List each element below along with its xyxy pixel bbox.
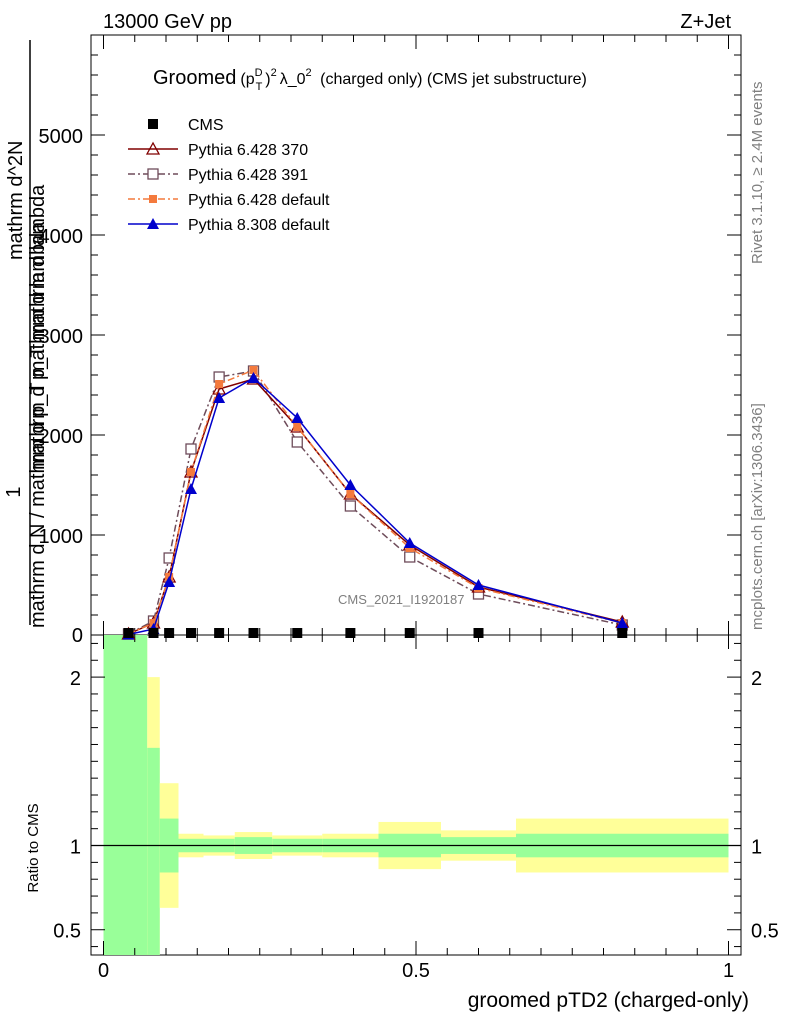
legend-marker-3 <box>149 195 157 203</box>
legend-label-0: CMS <box>188 117 224 134</box>
data-point-0-0 <box>123 628 134 638</box>
data-point-3-6 <box>293 423 302 431</box>
data-point-0-4 <box>214 628 225 638</box>
ratio-stat-band-0 <box>103 635 148 955</box>
main-ylabel: 1 mathrm d N / mathrm d p_T mathrm d lam… <box>3 40 49 628</box>
plot-title-sq2: 2 <box>306 67 312 79</box>
data-point-2-8 <box>404 551 416 563</box>
main-ytick-label-3: 4000 <box>39 226 84 248</box>
plot-title-sub: T <box>256 81 263 93</box>
main-axis-ticks: 1000 2000 3000 4000 5000 0 <box>39 35 741 647</box>
data-point-4-4 <box>213 392 226 403</box>
analysis-watermark: CMS_2021_I1920187 <box>338 592 465 607</box>
data-point-0-7 <box>345 628 356 638</box>
ratio-ytick-label-2: 2 <box>70 668 81 690</box>
data-point-3-3 <box>187 468 195 476</box>
data-point-2-7 <box>344 500 357 512</box>
legend-marker-1 <box>145 141 161 155</box>
ratio-ytick-label-right-1: 1 <box>751 837 762 859</box>
main-ytick-label-1: 2000 <box>39 426 84 448</box>
data-point-2-6 <box>291 436 303 448</box>
collision-label: 13000 GeV pp <box>103 11 232 33</box>
data-point-4-3 <box>185 483 197 494</box>
data-point-4-8 <box>403 537 416 548</box>
data-point-0-8 <box>404 628 415 638</box>
xtick-label-1: 0.5 <box>402 960 430 982</box>
legend-label-2: Pythia 6.428 391 <box>188 167 308 184</box>
plot-title-sup: D <box>255 67 263 79</box>
main-ytick-label-zero: 0 <box>72 625 83 647</box>
x-axis-label: groomed pTD2 (charged-only) <box>468 989 749 1012</box>
legend-marker-2 <box>147 168 159 180</box>
plot-title-expr: (p <box>240 71 254 88</box>
plot-title: Groomed (pD T)2 λ_02 (charged only) (CMS je… <box>153 67 587 93</box>
ratio-ylabel: Ratio to CMS <box>25 803 42 892</box>
legend-label-3: Pythia 6.428 default <box>188 192 330 209</box>
ratio-axis-ticks: 0.5 0.5 1 1 2 2 0 0.5 1 <box>53 635 779 982</box>
main-ytick-label-4: 5000 <box>39 126 84 148</box>
data-point-0-3 <box>186 628 196 638</box>
xtick-label-0: 0 <box>98 960 109 982</box>
ratio-plot-frame <box>90 634 742 956</box>
plot-title-rest: λ_0 <box>280 71 306 88</box>
ylabel-line2: mathrm d^2N <box>5 141 27 260</box>
ratio-ytick-label-1: 1 <box>70 837 81 859</box>
plot-title-sq: 2 <box>271 67 277 79</box>
ylabel-numerator-one: 1 <box>3 486 25 497</box>
series-0 <box>123 628 628 638</box>
data-point-0-2 <box>164 628 175 638</box>
legend-label-1: Pythia 6.428 370 <box>188 142 308 159</box>
data-point-4-7 <box>344 479 357 490</box>
plot-title-tail: (charged only) (CMS jet substructure) <box>316 71 587 88</box>
ratio-ytick-label-0: 0.5 <box>53 921 81 943</box>
data-point-4-9 <box>472 579 485 590</box>
main-ytick-label-2: 3000 <box>39 326 84 348</box>
data-point-0-6 <box>292 628 303 638</box>
process-label: Z+Jet <box>680 11 731 33</box>
ratio-bands <box>91 635 741 955</box>
legend: CMS Pythia 6.428 370 Pythia 6.428 391 Pythi… <box>128 117 330 234</box>
data-point-0-9 <box>473 628 484 638</box>
data-point-3-4 <box>215 380 224 388</box>
series-line-3 <box>128 369 623 635</box>
ylabel-line1: mathrm d N / mathrm d p_T mathrm d lambd… <box>27 221 49 628</box>
ratio-ytick-label-right-2: 2 <box>751 668 762 690</box>
data-point-0-10 <box>617 628 628 638</box>
xtick-label-2: 1 <box>723 960 734 982</box>
series-layer <box>121 365 630 640</box>
data-point-0-1 <box>148 628 159 638</box>
plot-title-main: Groomed <box>153 67 236 89</box>
data-point-4-5 <box>247 372 260 383</box>
mcplots-label: mcplots.cern.ch [arXiv:1306.3436] <box>749 403 766 630</box>
data-point-4-2 <box>163 576 176 587</box>
rivet-label: Rivet 3.1.10, ≥ 2.4M events <box>749 82 766 265</box>
data-point-3-5 <box>249 366 258 374</box>
data-point-3-7 <box>346 490 355 498</box>
data-point-4-10 <box>616 617 629 628</box>
ratio-ytick-label-right-0: 0.5 <box>751 921 779 943</box>
legend-marker-0 <box>148 119 158 129</box>
legend-label-4: Pythia 8.308 default <box>188 217 330 234</box>
legend-marker-4 <box>147 218 159 229</box>
data-point-0-5 <box>248 628 259 638</box>
data-point-2-3 <box>185 443 197 455</box>
ratio-stat-band-1 <box>147 747 160 955</box>
ylabel-line3: mathrm d p_T mathrm d lambda <box>27 184 49 470</box>
data-point-4-6 <box>291 412 304 423</box>
main-ytick-label-0: 1000 <box>39 526 84 548</box>
